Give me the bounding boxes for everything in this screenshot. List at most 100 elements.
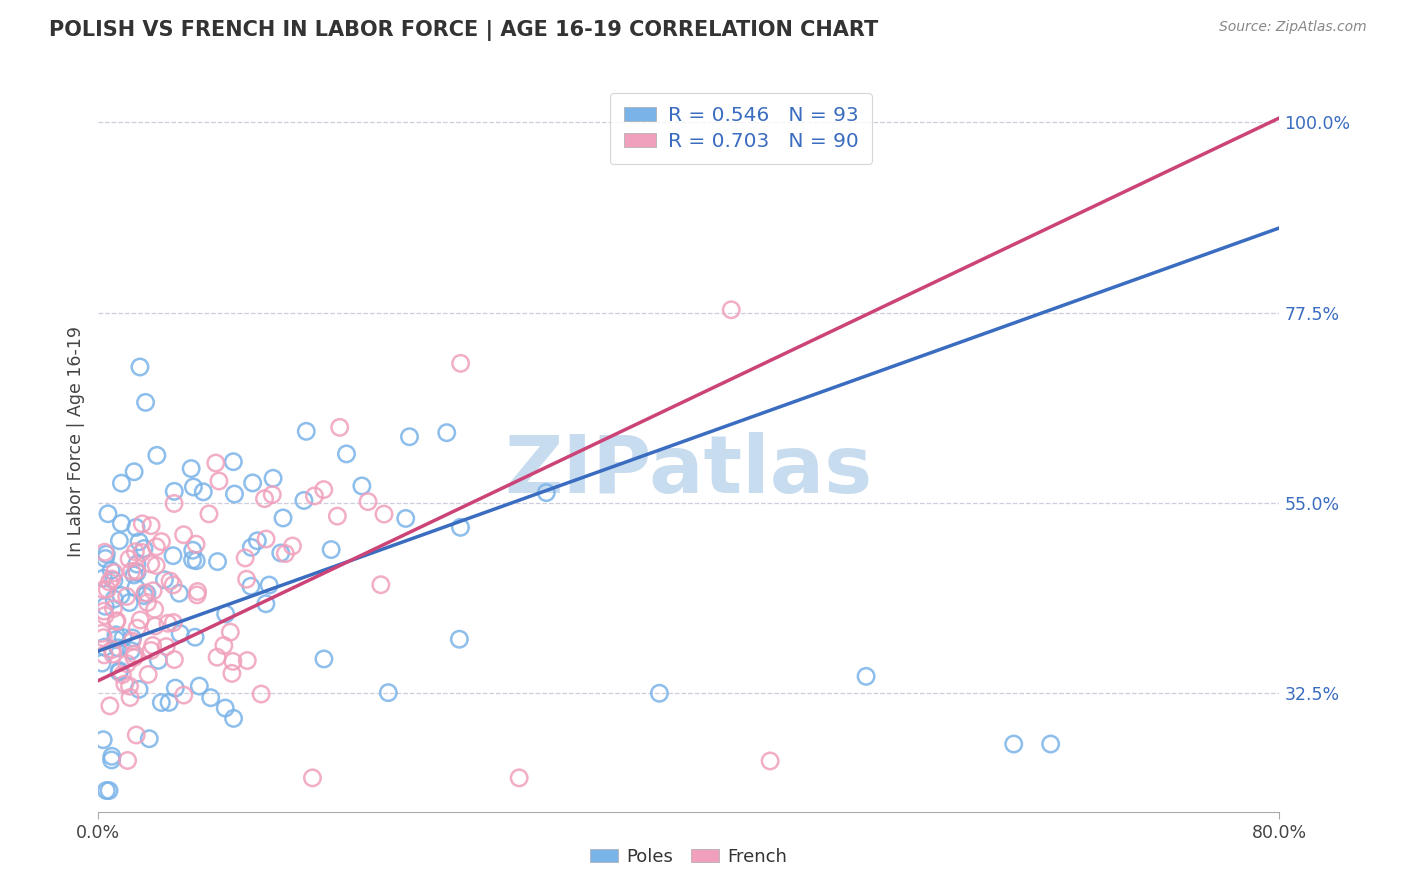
Point [125, 728, 148, 742]
Point [173, 688, 195, 702]
Point [221, 666, 243, 681]
Point [163, 652, 186, 666]
Point [1039, 737, 1062, 751]
Point [335, 447, 357, 461]
Point [108, 664, 131, 678]
Point [233, 551, 256, 566]
Point [125, 581, 148, 595]
Point [112, 631, 135, 645]
Point [94, 551, 117, 566]
Point [257, 578, 280, 592]
Point [145, 540, 167, 554]
Point [436, 425, 458, 440]
Point [103, 574, 125, 588]
Point [110, 476, 132, 491]
Point [110, 588, 132, 602]
Point [162, 578, 184, 592]
Legend: Poles, French: Poles, French [583, 840, 794, 873]
Point [124, 545, 146, 559]
Point [91, 732, 114, 747]
Point [118, 679, 141, 693]
Point [125, 564, 148, 578]
Point [142, 639, 165, 653]
Point [262, 471, 284, 485]
Point [121, 634, 143, 648]
Point [105, 615, 128, 629]
Point [142, 583, 165, 598]
Point [312, 652, 335, 666]
Point [187, 584, 209, 599]
Point [449, 632, 471, 647]
Point [222, 654, 245, 668]
Point [91, 656, 114, 670]
Point [131, 516, 153, 531]
Point [103, 566, 125, 580]
Point [136, 667, 159, 681]
Point [101, 647, 124, 661]
Point [91, 571, 114, 585]
Point [93, 648, 115, 662]
Point [91, 631, 114, 645]
Point [100, 563, 122, 577]
Point [125, 557, 148, 571]
Point [169, 586, 191, 600]
Point [242, 475, 264, 490]
Point [93, 545, 115, 559]
Point [91, 626, 114, 640]
Point [105, 614, 128, 628]
Point [312, 483, 335, 497]
Point [101, 749, 124, 764]
Point [115, 590, 138, 604]
Point [162, 615, 184, 630]
Point [94, 599, 117, 614]
Point [115, 657, 138, 671]
Point [136, 596, 159, 610]
Point [150, 696, 173, 710]
Point [163, 484, 186, 499]
Point [450, 520, 472, 534]
Point [222, 711, 245, 725]
Point [236, 654, 259, 668]
Point [855, 669, 877, 683]
Point [186, 554, 208, 568]
Point [139, 518, 162, 533]
Point [129, 613, 152, 627]
Point [224, 487, 246, 501]
Point [121, 631, 143, 645]
Y-axis label: In Labor Force | Age 16-19: In Labor Force | Age 16-19 [66, 326, 84, 557]
Text: ZIPatlas: ZIPatlas [505, 432, 873, 510]
Point [281, 539, 304, 553]
Point [125, 520, 148, 534]
Point [110, 516, 132, 531]
Point [114, 677, 136, 691]
Point [139, 643, 162, 657]
Point [104, 628, 127, 642]
Point [184, 630, 207, 644]
Point [135, 586, 157, 600]
Point [181, 543, 204, 558]
Point [132, 541, 155, 556]
Point [163, 496, 186, 510]
Point [120, 643, 142, 657]
Point [104, 632, 127, 647]
Point [91, 582, 114, 597]
Point [357, 494, 380, 508]
Point [214, 607, 236, 621]
Point [98, 574, 121, 589]
Point [162, 549, 184, 563]
Point [262, 488, 284, 502]
Point [222, 455, 245, 469]
Point [450, 356, 472, 370]
Point [108, 665, 131, 679]
Point [295, 425, 318, 439]
Point [150, 534, 173, 549]
Point [253, 491, 276, 506]
Point [134, 586, 156, 600]
Point [536, 485, 558, 500]
Point [270, 546, 292, 560]
Point [759, 754, 782, 768]
Point [134, 589, 156, 603]
Point [93, 604, 115, 618]
Point [204, 456, 226, 470]
Point [350, 479, 373, 493]
